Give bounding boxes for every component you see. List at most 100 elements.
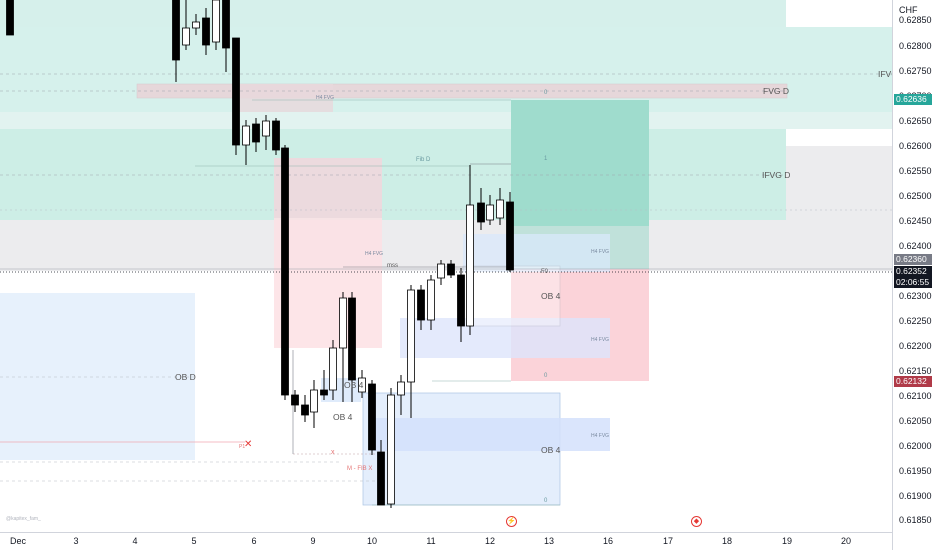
time-tick-label: 9 — [310, 536, 316, 546]
time-tick-label: 18 — [721, 536, 733, 546]
time-axis[interactable]: Dec 3 4 5 6 9 10 11 12 13 16 17 18 19 20 — [0, 532, 892, 551]
candle-body — [310, 389, 318, 413]
price-axis[interactable]: CHF 0.628500.628000.627500.627000.626500… — [892, 0, 932, 550]
time-tick-label: 3 — [73, 536, 79, 546]
label-ifvg-right: IFVG — [878, 69, 892, 79]
price-tick-label: 0.62300 — [899, 291, 932, 301]
candle-body — [477, 202, 485, 223]
time-tick-label: 16 — [602, 536, 614, 546]
time-tick-label: Dec — [10, 536, 27, 546]
candle-body — [397, 381, 405, 396]
time-tick-label: 5 — [191, 536, 197, 546]
candle-body — [437, 263, 445, 279]
candle-body — [417, 289, 425, 321]
candle-body — [232, 37, 240, 146]
label-fib-d: Fib D — [416, 157, 431, 163]
candle-body — [496, 199, 504, 219]
price-tick-label: 0.62500 — [899, 191, 932, 201]
label-fib-0-lo: 0 — [544, 373, 548, 379]
label-fib-0-mid: F0 — [541, 269, 549, 275]
candle-body — [212, 0, 220, 43]
price-tick-label: 0.61950 — [899, 466, 932, 476]
label-ifvg-d: IFVG D — [762, 170, 791, 180]
price-tick-label: 0.62850 — [899, 15, 932, 25]
price-tick-label: 0.62150 — [899, 366, 932, 376]
label-cross: P1 — [239, 444, 246, 450]
lightning-event-icon[interactable]: ⚡ — [506, 516, 517, 527]
label-fib-0-bot: 0 — [544, 498, 548, 504]
candle-body — [368, 383, 376, 451]
candle-body — [387, 394, 395, 505]
candle-body — [320, 389, 328, 396]
time-tick-label: 10 — [366, 536, 378, 546]
label-fib-1: 1 — [544, 156, 548, 162]
price-tick-label: 0.62550 — [899, 166, 932, 176]
price-tick-label: 0.62650 — [899, 116, 932, 126]
label-ob4-c: OB 4 — [344, 380, 364, 390]
time-tick-label: 12 — [484, 536, 496, 546]
candle-body — [172, 0, 180, 61]
label-h4-fvg-b: H4 FVG — [365, 251, 384, 257]
candle-body — [427, 279, 435, 321]
candle-body — [291, 394, 299, 406]
label-h4-fvg-a: H4 FVG — [316, 95, 335, 101]
label-ob4-b: OB 4 — [541, 445, 561, 455]
tag-red-price: 0.62132 — [894, 376, 932, 387]
price-tick-label: 0.62000 — [899, 441, 932, 451]
price-tick-label: 0.62800 — [899, 41, 932, 51]
time-tick-label: 13 — [543, 536, 555, 546]
candle-body — [329, 347, 337, 391]
candle-body — [377, 451, 385, 506]
candle-body — [272, 120, 280, 151]
candle-body — [339, 297, 347, 349]
candle-body — [301, 404, 309, 416]
time-tick-label: 20 — [840, 536, 852, 546]
price-tick-label: 0.62050 — [899, 416, 932, 426]
price-tick-label: 0.62400 — [899, 241, 932, 251]
label-m-fib-x: M - FIB X — [347, 466, 373, 472]
time-tick-label: 11 — [426, 536, 436, 546]
label-fib-0-top: 0 — [544, 90, 548, 96]
time-tick-label: 4 — [132, 536, 138, 546]
price-tick-label: 0.62100 — [899, 391, 932, 401]
candle-body — [262, 120, 270, 137]
candle-body — [348, 297, 356, 381]
currency-label: CHF — [899, 5, 918, 15]
candle-body — [242, 125, 250, 146]
price-tick-label: 0.62200 — [899, 341, 932, 351]
candle-body — [192, 21, 200, 29]
tag-countdown: 02:06:55 — [894, 277, 932, 288]
price-tick-label: 0.62250 — [899, 316, 932, 326]
tag-gray-price: 0.62360 — [894, 254, 932, 265]
time-tick-label: 17 — [662, 536, 674, 546]
candle-body — [252, 123, 260, 143]
tag-current-price: 0.62352 — [894, 266, 932, 277]
time-tick-label: 19 — [781, 536, 793, 546]
candle-body — [447, 263, 455, 276]
candle-body — [222, 0, 230, 49]
flag-event-icon[interactable]: ◆ — [691, 516, 702, 527]
candle-body — [457, 274, 465, 327]
price-tick-label: 0.61900 — [899, 491, 932, 501]
candle-body — [281, 147, 289, 396]
time-tick-label: 6 — [251, 536, 257, 546]
tag-green-price: 0.62636 — [894, 94, 932, 105]
label-bos-x: x — [331, 449, 335, 456]
candle-body — [358, 377, 366, 393]
candle-body — [466, 204, 474, 327]
price-chart[interactable]: IFVG FVG D IFVG D OB D OB 4 OB 4 OB 4 OB… — [0, 0, 892, 532]
price-tick-label: 0.62750 — [899, 66, 932, 76]
cross-marker-icon: ✕ — [244, 439, 253, 450]
candle-body — [506, 201, 514, 271]
label-mss: mss — [387, 263, 398, 269]
candle-body — [407, 289, 415, 383]
price-tick-label: 0.62600 — [899, 141, 932, 151]
chart-canvas[interactable] — [0, 0, 892, 532]
candle-body — [6, 0, 14, 36]
label-ob4-d: OB 4 — [333, 412, 353, 422]
label-h4-fvg-d: H4 FVG — [591, 337, 610, 343]
watermark: @kapitex_fam_ — [6, 516, 41, 522]
price-tick-label: 0.61850 — [899, 515, 932, 525]
candle-body — [182, 27, 190, 46]
price-tick-label: 0.62450 — [899, 216, 932, 226]
